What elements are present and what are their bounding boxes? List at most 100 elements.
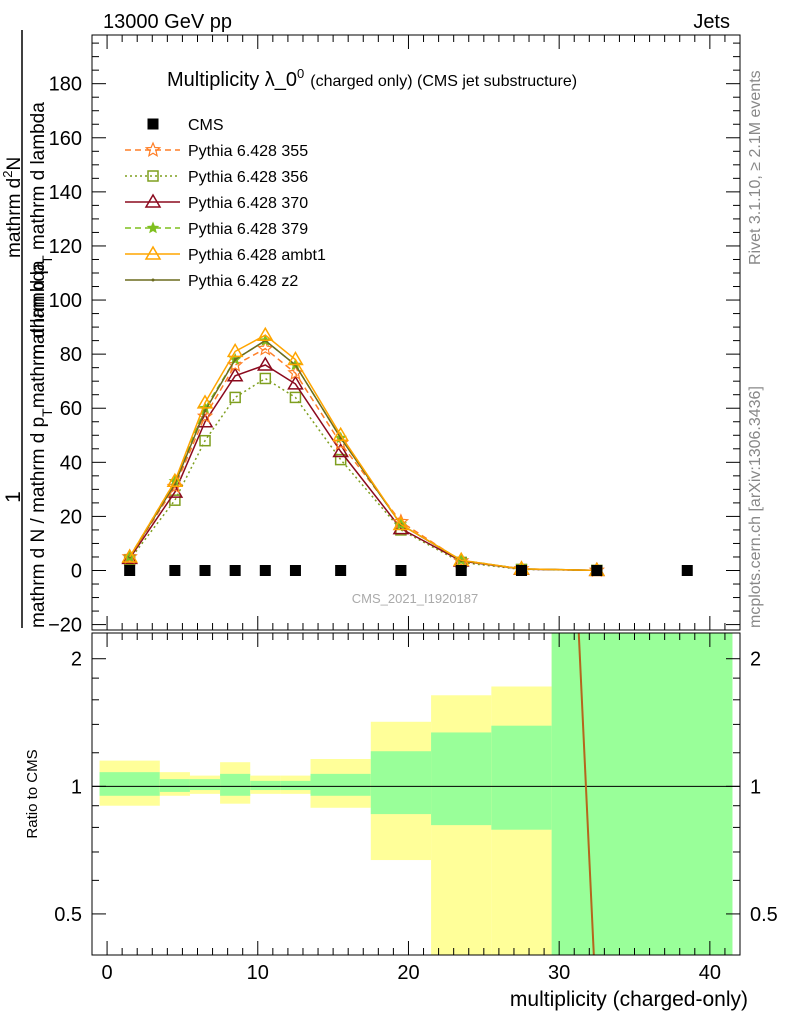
series-point-z2 — [233, 358, 237, 362]
ratio-band-green — [159, 779, 190, 792]
legend-entry: Pythia 6.428 370 — [125, 193, 308, 212]
legend-label: Pythia 6.428 356 — [188, 169, 308, 186]
main-series-layer — [121, 326, 693, 578]
y-axis-label: 1 mathrm d N / mathrm d pTmathrm d lambd… — [0, 30, 55, 628]
legend-entry: Pythia 6.428 379 — [125, 221, 308, 238]
main-ytick-label: 40 — [60, 452, 82, 474]
series-point-356 — [199, 434, 211, 447]
ratio-band-green — [431, 732, 492, 826]
mcplots-label: mcplots.cern.ch [arXiv:1306.3436] — [747, 386, 764, 628]
ratio-frame — [91, 632, 741, 956]
legend-marker — [147, 118, 159, 130]
series-point-ambt1 — [332, 426, 349, 442]
cms-data-point — [395, 565, 407, 576]
series-point-ambt1 — [256, 326, 274, 341]
xtick-label: 40 — [699, 962, 721, 984]
cms-data-point — [455, 565, 467, 576]
series-point-370 — [287, 375, 304, 390]
ratio-series-line — [577, 632, 595, 956]
series-point-ambt1 — [287, 351, 304, 366]
series-point-ambt1 — [196, 394, 214, 409]
ratio-ytick-label-right: 1 — [750, 776, 761, 798]
ratio-band-green — [250, 780, 281, 791]
series-line-356 — [129, 377, 597, 572]
legend-entry: Pythia 6.428 355 — [125, 141, 308, 160]
main-tick-layer: −20 0 20 40 60 80 100 120 140 160 180 — [48, 35, 740, 637]
ratio-ytick-label-right: 0.5 — [750, 904, 778, 926]
main-frame — [91, 34, 741, 631]
cms-data-point — [681, 565, 693, 576]
ratio-band-green — [310, 773, 371, 796]
series-line-ambt1 — [129, 334, 597, 572]
xtick-label: 0 — [102, 962, 113, 984]
cms-data-point — [229, 565, 241, 576]
legend-entry: Pythia 6.428 ambt1 — [125, 245, 326, 264]
series-point-ambt1 — [226, 342, 244, 358]
legend-marker — [144, 141, 162, 157]
cms-data-point — [335, 565, 347, 576]
watermark: CMS_2021_I1920187 — [352, 591, 479, 606]
main-title-sup: 0 — [297, 66, 304, 81]
xtick-label: 20 — [397, 962, 419, 984]
legend: CMS Pythia 6.428 355 Pythia 6.428 356 Pythi… — [125, 117, 326, 290]
series-point-370 — [332, 443, 349, 458]
main-ytick-label: 120 — [49, 236, 82, 258]
header-left: 13000 GeV pp — [103, 11, 232, 33]
series-point-356 — [289, 391, 302, 404]
cms-data-point — [515, 565, 527, 576]
ratio-band-green — [189, 779, 221, 791]
ratio-ytick-label: 1 — [71, 776, 82, 798]
ratio-ytick-label: 2 — [71, 649, 82, 671]
ratio-ylabel: Ratio to CMS — [24, 749, 41, 838]
main-ytick-label: 60 — [60, 398, 82, 420]
ratio-band-green — [551, 633, 733, 955]
xtick-label: 30 — [548, 962, 570, 984]
legend-label: Pythia 6.428 z2 — [188, 273, 298, 290]
ratio-band-green — [491, 725, 552, 830]
series-point-355 — [332, 434, 349, 451]
ratio-band-layer — [92, 632, 740, 956]
series-point-ambt1 — [392, 516, 410, 531]
series-point-355 — [121, 548, 138, 564]
main-ytick-label: 0 — [71, 561, 82, 583]
ylabel-one: 1 — [2, 491, 25, 503]
legend-marker — [147, 170, 159, 182]
series-point-ambt1 — [121, 548, 138, 563]
legend-marker — [151, 278, 155, 282]
series-point-356 — [334, 453, 347, 466]
xtick-label: 10 — [247, 962, 269, 984]
legend-label: CMS — [188, 117, 224, 134]
main-ytick-label: 20 — [60, 506, 82, 528]
ylabel-num: mathrm d2N — [0, 157, 25, 258]
header-right: Jets — [693, 11, 730, 33]
legend-marker — [144, 193, 162, 208]
series-point-355 — [257, 340, 274, 356]
series-line-z2 — [129, 339, 597, 572]
main-title: Multiplicity λ_00 (charged only) (CMS jet… — [167, 66, 577, 91]
legend-label: Pythia 6.428 ambt1 — [188, 247, 326, 264]
main-ytick-label: −20 — [48, 615, 82, 637]
legend-entry: Pythia 6.428 z2 — [125, 273, 298, 290]
cms-data-point — [259, 565, 271, 576]
legend-entry: CMS — [147, 117, 224, 134]
series-point-370 — [226, 367, 244, 382]
rivet-label: Rivet 3.1.10, ≥ 2.1M events — [747, 70, 764, 265]
series-point-355 — [287, 364, 304, 380]
ratio-band-green — [370, 751, 432, 815]
series-point-356 — [229, 391, 241, 404]
legend-label: Pythia 6.428 379 — [188, 221, 308, 238]
cms-data-point — [591, 565, 603, 576]
ratio-ytick-label-right: 2 — [750, 649, 761, 671]
series-line-355 — [129, 347, 597, 572]
series-point-ambt1 — [166, 472, 184, 487]
ratio-band-green — [280, 780, 311, 791]
legend-marker — [144, 245, 162, 260]
main-ytick-label: 180 — [49, 74, 82, 96]
cms-data-point — [199, 565, 211, 576]
ratio-band-green — [220, 773, 251, 796]
main-ytick-label: 160 — [49, 128, 82, 150]
ratio-panel: 0.5 0.51 12 20 10 20 30 40 Ratio to CMS multipl… — [24, 632, 778, 1011]
main-ytick-label: 100 — [49, 290, 82, 312]
cms-data-point — [124, 565, 136, 576]
